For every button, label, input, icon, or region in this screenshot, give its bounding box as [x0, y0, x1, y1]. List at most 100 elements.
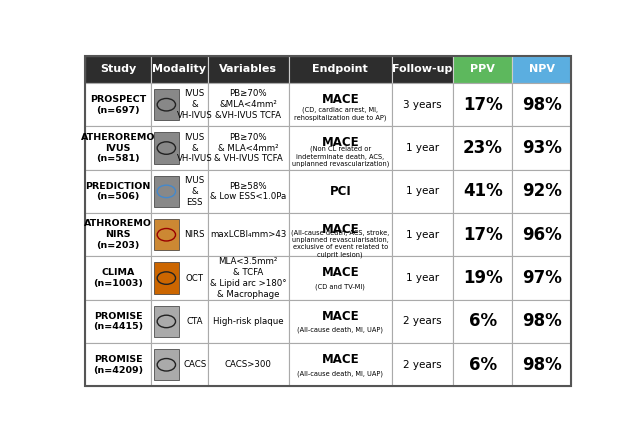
Text: MACE: MACE [321, 266, 359, 279]
Text: (All-cause death, MI, UAP): (All-cause death, MI, UAP) [297, 327, 383, 333]
Bar [392, 256, 453, 300]
Text: (CD and TV-MI): (CD and TV-MI) [316, 283, 365, 290]
Text: CACS>300: CACS>300 [225, 360, 271, 369]
Text: PROMISE
(n=4209): PROMISE (n=4209) [93, 355, 143, 374]
Bar [154, 349, 179, 380]
Text: ATHEROREMO
IVUS
(n=581): ATHEROREMO IVUS (n=581) [81, 133, 156, 163]
Bar [208, 300, 289, 343]
Text: 96%: 96% [522, 226, 561, 244]
Text: PB≥70%
& MLA<4mm²
& VH-IVUS TCFA: PB≥70% & MLA<4mm² & VH-IVUS TCFA [214, 133, 283, 163]
Text: 6%: 6% [468, 356, 497, 374]
Bar [392, 56, 453, 83]
Bar [151, 56, 208, 83]
Text: OCT: OCT [186, 274, 204, 283]
Text: 17%: 17% [463, 96, 502, 114]
Text: MACE: MACE [321, 310, 359, 323]
Text: Variables: Variables [220, 64, 277, 74]
Text: NIRS: NIRS [184, 230, 205, 239]
Bar [85, 83, 151, 127]
Text: (Non CL related or
indeterminate death, ACS,
unplanned revascularization): (Non CL related or indeterminate death, … [292, 146, 389, 167]
Text: 23%: 23% [463, 139, 502, 157]
Text: PROSPECT
(n=697): PROSPECT (n=697) [90, 95, 146, 115]
Text: 92%: 92% [522, 182, 561, 201]
Bar [289, 213, 392, 256]
Text: 19%: 19% [463, 269, 502, 287]
Bar [289, 83, 392, 127]
Bar [208, 213, 289, 256]
Bar [289, 256, 392, 300]
Text: MACE: MACE [321, 223, 359, 236]
Bar [85, 343, 151, 386]
Bar [151, 127, 208, 170]
Bar [512, 127, 571, 170]
Text: 1 year: 1 year [406, 230, 439, 240]
Bar [151, 170, 208, 213]
Text: 6%: 6% [468, 312, 497, 330]
Text: MACE: MACE [321, 353, 359, 366]
Text: 93%: 93% [522, 139, 561, 157]
Bar [289, 56, 392, 83]
Bar [453, 170, 512, 213]
Text: 3 years: 3 years [403, 100, 442, 110]
Bar [154, 89, 179, 120]
Text: IVUS
&
ESS: IVUS & ESS [184, 176, 205, 207]
Text: 2 years: 2 years [403, 360, 442, 370]
Bar [512, 343, 571, 386]
Text: PPV: PPV [470, 64, 495, 74]
Bar [453, 213, 512, 256]
Text: PCI: PCI [330, 185, 351, 198]
Bar [85, 213, 151, 256]
Text: MACE: MACE [321, 136, 359, 149]
Bar [208, 343, 289, 386]
Bar [85, 300, 151, 343]
Text: ATHROREMO
NIRS
(n=203): ATHROREMO NIRS (n=203) [84, 219, 152, 250]
Text: (All-cause death, MI, UAP): (All-cause death, MI, UAP) [297, 370, 383, 377]
Bar [289, 127, 392, 170]
Bar [392, 127, 453, 170]
Text: maxLCBI₄mm>43: maxLCBI₄mm>43 [210, 230, 287, 239]
Bar [512, 300, 571, 343]
Bar [208, 256, 289, 300]
Text: 1 year: 1 year [406, 143, 439, 153]
Bar [289, 300, 392, 343]
Bar [151, 213, 208, 256]
Bar [151, 343, 208, 386]
Bar [392, 343, 453, 386]
Bar [512, 170, 571, 213]
Bar [453, 83, 512, 127]
Text: 41%: 41% [463, 182, 502, 201]
Bar [85, 127, 151, 170]
Bar [85, 170, 151, 213]
Bar [151, 256, 208, 300]
Text: IVUS
&
VH-IVUS: IVUS & VH-IVUS [177, 89, 212, 120]
Bar [208, 170, 289, 213]
Text: (CD, cardiac arrest, MI,
rehospitalization due to AP): (CD, cardiac arrest, MI, rehospitalizati… [294, 106, 387, 120]
Bar [154, 219, 179, 251]
Text: PROMISE
(n=4415): PROMISE (n=4415) [93, 311, 143, 331]
Text: CACS: CACS [183, 360, 206, 369]
Bar [154, 132, 179, 164]
Text: 1 year: 1 year [406, 187, 439, 196]
Bar [453, 127, 512, 170]
Bar [453, 343, 512, 386]
Bar [512, 256, 571, 300]
Bar [512, 56, 571, 83]
Text: CTA: CTA [186, 317, 203, 326]
Bar [289, 170, 392, 213]
Text: (All-cause death, ACS, stroke,
unplanned revascularisation,
exclusive of event r: (All-cause death, ACS, stroke, unplanned… [291, 229, 389, 258]
Text: 2 years: 2 years [403, 316, 442, 326]
Bar [512, 213, 571, 256]
Text: 98%: 98% [522, 96, 561, 114]
Text: IVUS
&
VH-IVUS: IVUS & VH-IVUS [177, 133, 212, 163]
Text: 17%: 17% [463, 226, 502, 244]
Bar [289, 343, 392, 386]
Text: PB≥58%
& Low ESS<1.0Pa: PB≥58% & Low ESS<1.0Pa [210, 181, 286, 201]
Text: Modality: Modality [152, 64, 207, 74]
Text: PREDICTION
(n=506): PREDICTION (n=506) [85, 181, 151, 201]
Text: 1 year: 1 year [406, 273, 439, 283]
Bar [154, 306, 179, 337]
Bar [208, 127, 289, 170]
Bar [392, 213, 453, 256]
Bar [85, 56, 151, 83]
Bar [208, 83, 289, 127]
